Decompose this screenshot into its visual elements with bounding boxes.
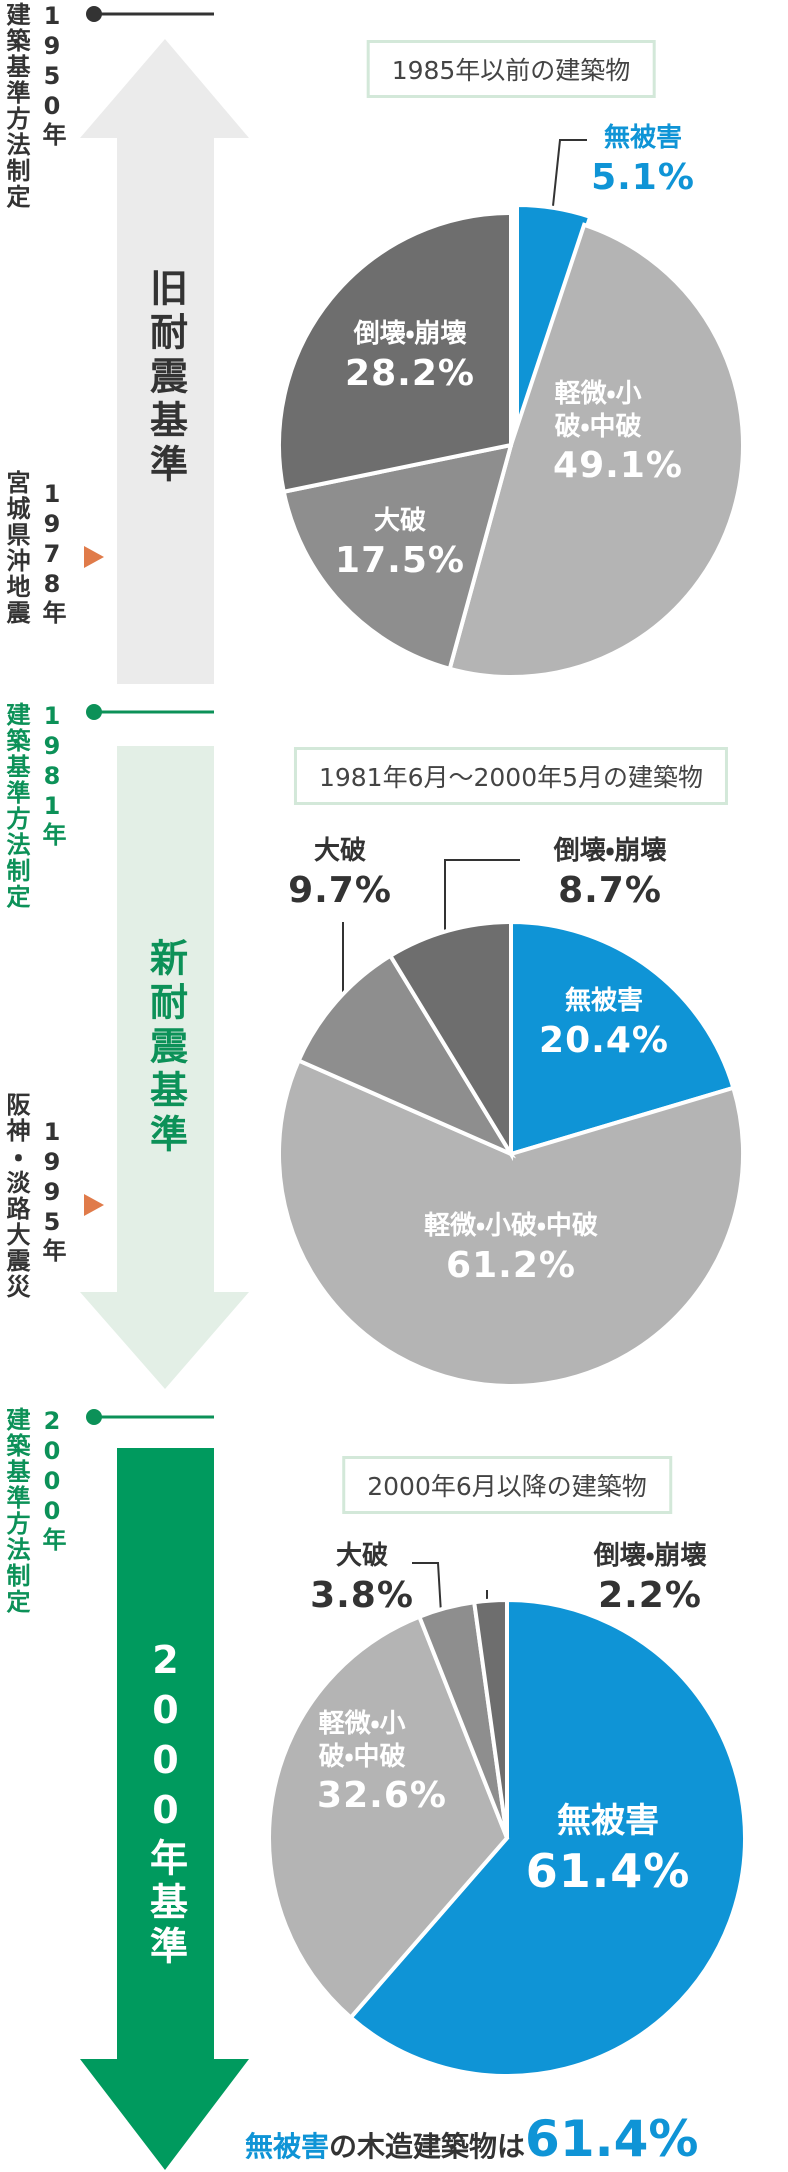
- pie-slice: [347, 1597, 747, 2078]
- category-label: 倒壊・崩壊: [593, 1541, 707, 1571]
- category-label: 無被害: [564, 986, 643, 1016]
- slice-label: 軽微・小破・中破 32.6%: [317, 1708, 447, 1818]
- slice-label: 倒壊・崩壊 8.7%: [554, 835, 667, 913]
- category-label: 大破: [373, 506, 426, 536]
- value-label: 2.2%: [598, 1574, 702, 1616]
- pie-slice: [277, 1057, 745, 1388]
- event-year: 1978年: [38, 480, 66, 626]
- pie-slice: [277, 210, 513, 495]
- category-label: 大破: [335, 1541, 388, 1571]
- slice-label: 無被害 61.4%: [526, 1800, 691, 1900]
- slice-label: 軽微・小破・中破 61.2%: [424, 1210, 598, 1288]
- event-year: 1995年: [38, 1118, 66, 1264]
- value-label: 9.7%: [288, 869, 392, 911]
- era-label: 旧耐震基準: [143, 268, 188, 488]
- slice-label: 無被害 5.1%: [591, 122, 695, 200]
- value-label: 61.4%: [525, 1843, 691, 1898]
- slice-label: 軽微・小破・中破 49.1%: [553, 378, 683, 488]
- pie-slice: [281, 442, 514, 672]
- footer-highlight: 無被害: [245, 2130, 330, 2163]
- value-label: 32.6%: [317, 1775, 447, 1816]
- era-arrow: [80, 1448, 249, 2170]
- event-marker: [84, 1194, 104, 1216]
- category-label: 倒壊・崩壊: [553, 836, 667, 866]
- value-label: 8.7%: [558, 869, 662, 911]
- value-label: 17.5%: [335, 539, 465, 581]
- pie-slice: [509, 919, 736, 1157]
- value-label: 20.4%: [539, 1019, 669, 1061]
- event-name: 宮城県沖地震: [2, 470, 30, 626]
- event-name: 建築基準方法制定: [2, 2, 30, 210]
- pie-slice: [447, 222, 746, 679]
- chart-title: 2000年6月以降の建築物: [342, 1456, 672, 1514]
- pie-slice: [387, 919, 513, 1162]
- event-name: 建築基準方法制定: [2, 702, 30, 910]
- category-label: 大破: [313, 836, 366, 866]
- slice-label: 大破 3.8%: [310, 1540, 414, 1618]
- value-label: 3.8%: [310, 1574, 414, 1616]
- event-name: 建築基準方法制定: [2, 1407, 30, 1615]
- category-label: 軽微・小破・中破: [318, 1709, 406, 1772]
- category-label: 軽微・小破・中破: [554, 379, 642, 442]
- event-year: 1950年: [38, 2, 66, 148]
- pie-slice: [471, 1597, 509, 1839]
- value-label: 5.1%: [591, 156, 695, 198]
- leader-line: [444, 859, 520, 938]
- event-name: 阪神・淡路大震災: [2, 1092, 30, 1300]
- pie-slice: [267, 1614, 510, 2021]
- value-label: 61.2%: [446, 1244, 576, 1286]
- chart-title: 1985年以前の建築物: [366, 40, 656, 98]
- footer: 無被害の木造建築物は61.4%: [245, 2110, 699, 2168]
- category-label: 無被害: [603, 123, 682, 153]
- category-label: 倒壊・崩壊: [353, 319, 467, 349]
- footer-value: 61.4%: [525, 2110, 699, 2168]
- value-label: 49.1%: [553, 445, 683, 486]
- slice-label: 大破 17.5%: [335, 505, 465, 583]
- slice-label: 倒壊・崩壊 2.2%: [594, 1540, 707, 1618]
- footer-text: の木造建築物は: [329, 2130, 526, 2163]
- event-marker: [84, 546, 104, 568]
- era-label: 2000年基準: [143, 1638, 188, 1970]
- era-label: 新耐震基準: [143, 938, 188, 1158]
- pie-slice: [296, 953, 517, 1159]
- slice-label: 倒壊・崩壊 28.2%: [345, 318, 475, 396]
- slice-label: 無被害 20.4%: [539, 985, 669, 1063]
- leader-line: [552, 139, 587, 207]
- value-label: 28.2%: [345, 352, 475, 394]
- era-arrow: [80, 39, 249, 684]
- chart-title: 1981年6月〜2000年5月の建築物: [293, 747, 729, 805]
- era-arrow: [80, 746, 249, 1389]
- event-year: 2000年: [38, 1407, 66, 1553]
- event-year: 1981年: [38, 702, 66, 848]
- category-label: 無被害: [557, 1801, 659, 1841]
- slice-label: 大破 9.7%: [288, 835, 392, 913]
- category-label: 軽微・小破・中破: [424, 1211, 598, 1241]
